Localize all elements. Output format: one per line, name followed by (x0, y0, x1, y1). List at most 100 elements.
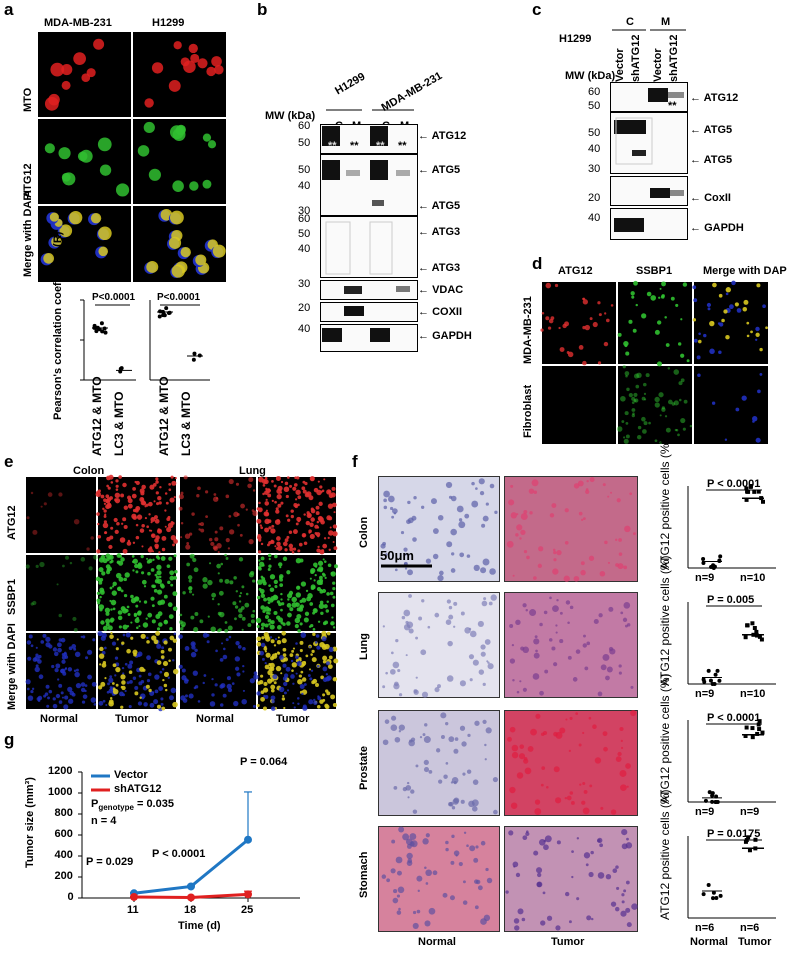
ihc-nucleus (458, 861, 463, 867)
fluor-speck (209, 701, 216, 707)
fluor-speck (287, 518, 291, 522)
fluor-speck (47, 492, 53, 497)
ihc-nucleus (535, 713, 541, 719)
fluor-speck (107, 682, 110, 686)
fluor-speck (73, 669, 77, 673)
fluor-speck (271, 699, 275, 704)
fluor-speck (166, 564, 171, 568)
fluor-speck (683, 399, 688, 404)
fluor-speck (225, 557, 229, 560)
ihc-nucleus (473, 857, 479, 863)
fluor-speck (197, 486, 201, 491)
ihc-nucleus (623, 565, 628, 570)
fluor-speck (60, 691, 64, 695)
ihc-nucleus (585, 489, 590, 494)
fluor-speck (661, 281, 666, 287)
fluor-speck (275, 665, 282, 672)
cell-stain (211, 56, 222, 67)
ihc-nucleus (564, 508, 569, 513)
fluor-speck (224, 621, 228, 624)
fluor-speck (199, 619, 204, 624)
fluor-speck (103, 520, 107, 524)
fluor-speck (310, 623, 314, 628)
fluor-speck (228, 514, 232, 518)
fluor-speck (58, 700, 63, 704)
f-pvalue: P = 0.005 (707, 594, 755, 606)
b-stars-1: ** (328, 140, 337, 152)
fluor-speck (132, 487, 136, 491)
f-normal-point (711, 896, 716, 901)
ihc-nucleus (480, 567, 487, 574)
e-cond-2: Tumor (115, 713, 149, 725)
g-pval-1: P = 0.029 (86, 856, 134, 868)
fluor-speck (178, 494, 184, 500)
ihc-nucleus (534, 808, 542, 815)
fluor-speck (632, 328, 637, 333)
fluor-speck (242, 646, 246, 651)
fluor-speck (264, 695, 269, 699)
fluor-speck (252, 489, 256, 492)
ihc-nucleus (555, 624, 558, 627)
fluor-speck (260, 642, 266, 648)
fluor-speck (76, 668, 79, 672)
ihc-nucleus (412, 922, 419, 929)
ihc-nucleus (509, 624, 514, 629)
ihc-nucleus (402, 833, 410, 841)
ihc-nucleus (588, 716, 592, 720)
f-tumor-point (750, 621, 755, 626)
fluor-speck (597, 361, 602, 365)
fluor-speck (238, 557, 244, 562)
fluor-speck (241, 616, 246, 621)
fluor-speck (332, 502, 337, 508)
fluor-speck (114, 492, 121, 498)
fluor-speck (316, 705, 321, 709)
ihc-nucleus (467, 733, 471, 738)
ihc-nucleus (582, 517, 586, 521)
panel-label-g: g (4, 730, 15, 749)
ihc-nucleus (451, 552, 455, 556)
fluor-speck (179, 620, 183, 625)
g-ytick-label: 600 (54, 828, 73, 840)
fluor-speck (281, 602, 285, 606)
fluor-speck (120, 493, 125, 498)
cell-stain (195, 254, 207, 266)
fluor-speck (326, 675, 332, 681)
fluor-speck (696, 355, 701, 360)
ihc-nucleus (469, 630, 477, 638)
fluor-speck (125, 632, 131, 638)
fluor-speck (276, 536, 281, 541)
ihc-nucleus (605, 675, 610, 681)
fluor-speck (130, 594, 134, 599)
ihc-nucleus (567, 655, 572, 660)
fluor-speck (625, 434, 630, 439)
fluor-speck (169, 575, 175, 581)
f-tumor-point (743, 635, 748, 640)
ihc-nucleus (490, 594, 497, 601)
f-tumor-point (759, 637, 764, 642)
ihc-nucleus (520, 646, 525, 651)
fluor-speck (273, 644, 277, 647)
ihc-nucleus (618, 671, 622, 675)
fluor-speck (155, 575, 160, 579)
f-colon-normal-image (378, 476, 500, 582)
fluor-speck (170, 687, 177, 694)
fluor-speck (330, 603, 335, 608)
fluor-speck (330, 571, 336, 577)
fluor-speck (90, 536, 94, 540)
fluor-speck (185, 544, 191, 550)
ihc-nucleus (535, 867, 543, 874)
fluor-speck (242, 664, 245, 668)
fluor-speck (276, 545, 283, 551)
ihc-nucleus (566, 795, 572, 801)
ihc-nucleus (424, 920, 431, 927)
fluor-speck (283, 657, 289, 662)
fluor-speck (215, 497, 219, 500)
fluor-speck (104, 607, 111, 613)
fluor-speck (584, 324, 591, 331)
f-tumor-point (747, 848, 752, 853)
ihc-nucleus (398, 693, 403, 697)
fluor-speck (321, 489, 325, 493)
f-scale-bar: 50μm (380, 548, 414, 563)
fluor-speck (299, 648, 303, 653)
fluor-speck (193, 627, 199, 633)
